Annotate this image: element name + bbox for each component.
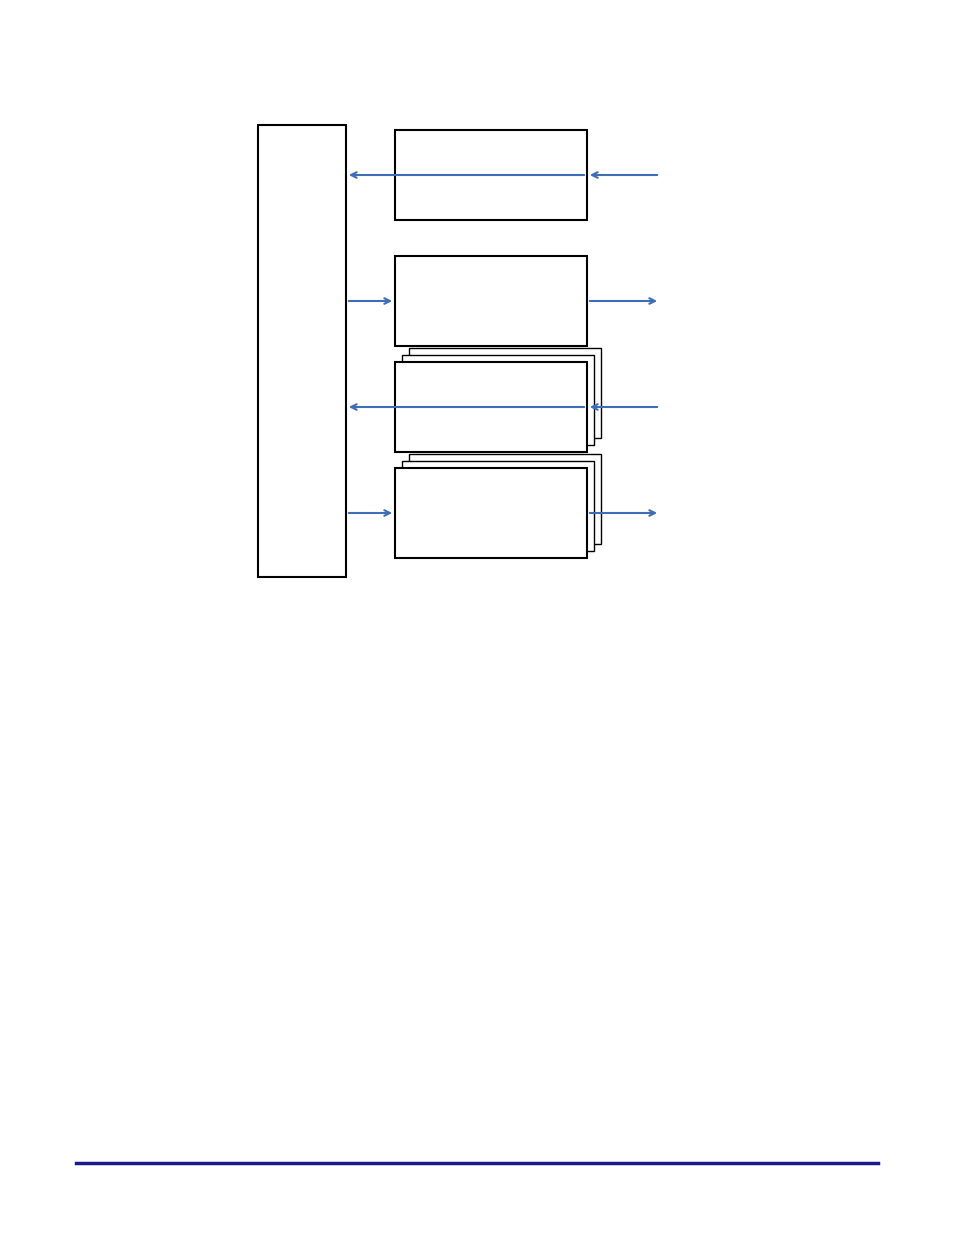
- Bar: [401, 461, 594, 551]
- Bar: [401, 354, 594, 445]
- Bar: [409, 348, 600, 438]
- Bar: [257, 125, 346, 577]
- Bar: [395, 468, 586, 558]
- Bar: [395, 130, 586, 220]
- Bar: [409, 454, 600, 543]
- Bar: [395, 256, 586, 346]
- Bar: [395, 362, 586, 452]
